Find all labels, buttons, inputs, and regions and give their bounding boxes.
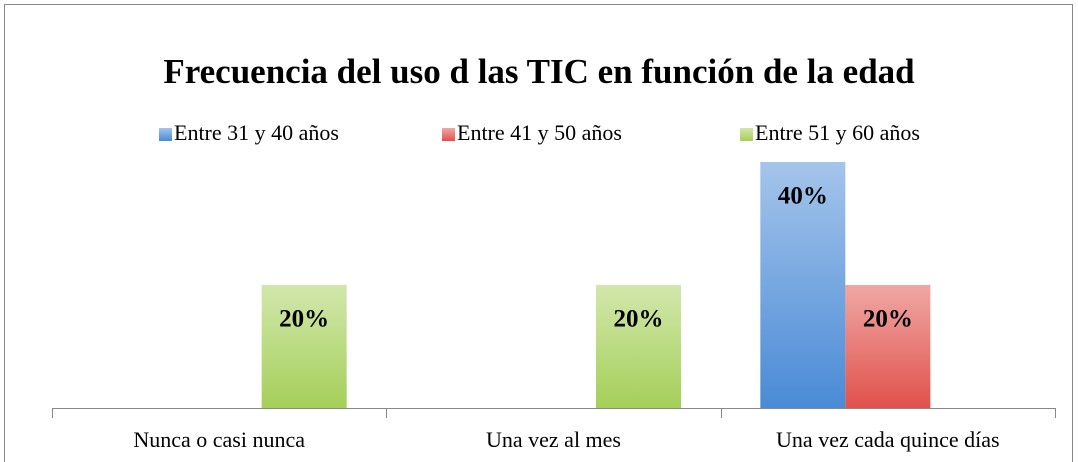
bar (760, 162, 846, 408)
data-label: 40% (778, 183, 828, 210)
legend-label: Entre 41 y 50 años (457, 120, 622, 145)
bar (596, 285, 681, 408)
x-tick-label: Una vez al mes (486, 427, 621, 452)
legend-swatch (159, 128, 172, 141)
bar (261, 285, 347, 408)
x-tick-label: Nunca o casi nunca (133, 427, 305, 452)
legend-label: Entre 51 y 60 años (755, 120, 920, 145)
chart-title: Frecuencia del uso d las TIC en función … (163, 52, 915, 91)
legend-swatch (740, 128, 753, 141)
legend-swatch (442, 128, 455, 141)
bar (845, 285, 931, 408)
data-label: 20% (863, 306, 913, 333)
data-label: 20% (279, 306, 329, 333)
x-tick-label: Una vez cada quince días (776, 427, 1000, 452)
legend-label: Entre 31 y 40 años (174, 120, 339, 145)
data-label: 20% (614, 306, 664, 333)
